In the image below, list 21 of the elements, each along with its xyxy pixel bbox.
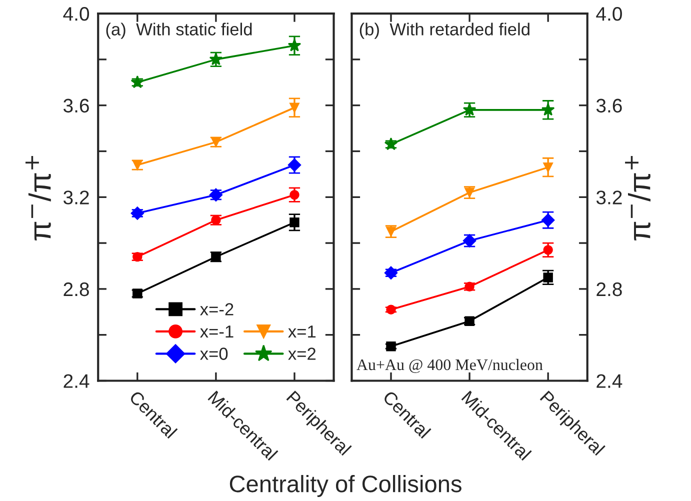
y2-tick-label: 3.6 [596,98,622,113]
y2-tick-label: 4.0 [596,6,622,21]
legend-label: x=-1 [200,326,234,338]
y2-tick-label: 2.8 [596,282,622,296]
y-tick-label: 4.0 [63,6,90,21]
y-tick-label: 3.2 [64,190,89,204]
y2-axis-title: π$^{−}$/π$^{+}$ [625,156,650,240]
x-axis-title: Centrality of Collisions [230,474,462,497]
y-tick-label: 2.8 [64,282,89,296]
y-axis-title: π$^{−}$/π$^{+}$ [26,156,51,240]
y-tick-label: 3.6 [64,98,89,113]
annotation: Au+Au @ 400 MeV/nucleon [356,358,543,374]
y-tick-label: 2.4 [64,374,90,388]
annotation: (a) With static field [106,22,252,39]
annotation: (b) With retarded field [360,22,530,39]
legend-label: x=2 [288,348,316,360]
y2-tick-label: 3.2 [596,190,622,204]
legend-label: x=-2 [200,303,234,316]
legend-label: x=0 [200,348,228,360]
legend-label: x=1 [288,326,316,338]
y2-tick-label: 2.4 [596,374,622,388]
